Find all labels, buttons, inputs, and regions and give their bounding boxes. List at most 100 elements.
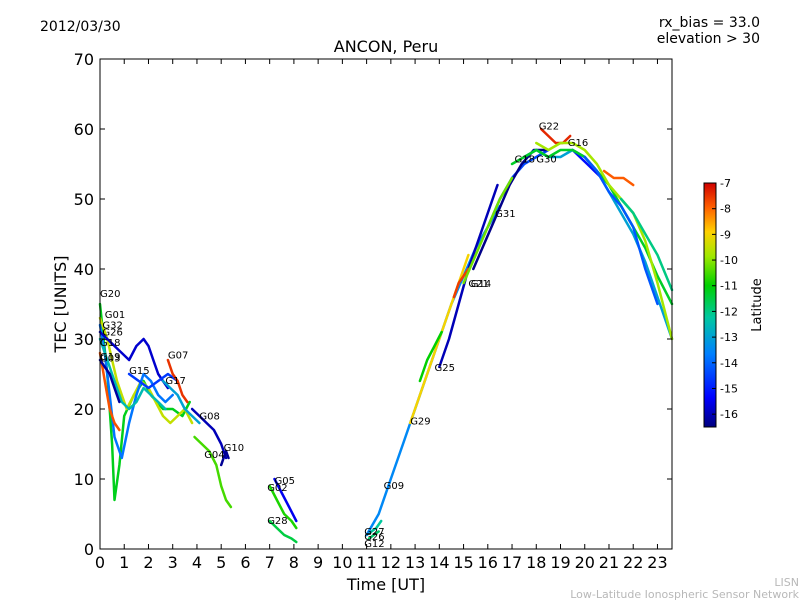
y-tick-label: 60 — [74, 120, 94, 139]
series-g21 — [452, 267, 470, 299]
x-tick-label: 6 — [240, 553, 250, 572]
series-g10 — [219, 449, 230, 467]
colorbar-tick-label: -10 — [720, 254, 738, 267]
prn-label-g14: G14 — [471, 279, 491, 290]
elevation-label: elevation > 30 — [657, 31, 760, 47]
series-g08 — [190, 407, 228, 460]
prn-label-g26: G26 — [102, 328, 122, 339]
x-axis-label: Time [UT] — [346, 575, 425, 594]
colorbar-ticks: -7 -8 -9 -10 -11 -12 -13 -14 -15 -16 — [712, 177, 738, 421]
prn-label-g16: G16 — [568, 138, 588, 149]
series-g12 — [367, 530, 380, 540]
prn-label-g31: G31 — [495, 209, 515, 220]
prn-label-g29: G29 — [410, 416, 430, 427]
series-g26 — [98, 330, 170, 390]
x-tick-label: 11 — [356, 553, 376, 572]
prn-label-g32: G32 — [102, 321, 122, 332]
series-g05 — [273, 477, 298, 523]
prn-label-g18: G18 — [100, 338, 120, 349]
prn-label-g10: G10 — [224, 443, 244, 454]
prn-label-g21: G21 — [468, 279, 488, 290]
prn-label-g04: G04 — [204, 450, 224, 461]
series-g03 — [98, 358, 121, 404]
y-tick-label: 0 — [84, 540, 94, 559]
series-g07 — [166, 358, 189, 404]
colorbar-tick-label: -9 — [720, 228, 731, 241]
prn-label-g05: G05 — [275, 476, 295, 487]
x-tick-label: 23 — [647, 553, 667, 572]
x-tick-label: 12 — [381, 553, 401, 572]
x-tick-label: 3 — [168, 553, 178, 572]
prn-label-g20: G20 — [100, 289, 120, 300]
y-tick-label: 10 — [74, 470, 94, 489]
x-tick-label: 10 — [332, 553, 352, 572]
series-g25 — [438, 183, 499, 369]
prn-label-g25: G25 — [435, 363, 455, 374]
colorbar-tick-label: -13 — [720, 331, 738, 344]
chart-title: ANCON, Peru — [334, 37, 438, 56]
x-tick-label: 5 — [216, 553, 226, 572]
series-g23 — [583, 155, 659, 306]
series-g11 — [535, 141, 674, 341]
prn-label-g07: G07 — [168, 351, 188, 362]
date-label: 2012/03/30 — [40, 19, 121, 35]
x-tick-label: 21 — [599, 553, 619, 572]
footer-lisn: LISN — [774, 576, 799, 589]
x-tick-label: 17 — [502, 553, 522, 572]
y-tick-label: 20 — [74, 400, 94, 419]
x-axis: 0 1 2 3 4 5 6 7 8 9 10 11 12 13 14 15 16 17 18 19 20 21 22 23 — [95, 59, 668, 572]
y-axis: 0 10 20 30 40 50 60 70 — [74, 50, 672, 559]
x-tick-label: 16 — [478, 553, 498, 572]
colorbar-tick-label: -7 — [720, 177, 731, 190]
series-g14 — [462, 176, 514, 285]
series-g10b — [472, 148, 548, 271]
y-axis-label: TEC [UNITS] — [51, 256, 70, 354]
series-g15 — [127, 372, 179, 390]
x-tick-label: 8 — [289, 553, 299, 572]
series-g02 — [268, 484, 298, 530]
prn-label-g27: G27 — [364, 527, 384, 538]
prn-label-g28: G28 — [267, 516, 287, 527]
y-tick-label: 70 — [74, 50, 94, 69]
x-tick-label: 9 — [313, 553, 323, 572]
rx-bias-label: rx_bias = 33.0 — [659, 15, 760, 31]
x-tick-label: 20 — [575, 553, 595, 572]
x-tick-label: 22 — [623, 553, 643, 572]
x-tick-label: 0 — [95, 553, 105, 572]
prn-label-g02: G02 — [267, 483, 287, 494]
series-g30 — [522, 148, 674, 341]
series-g06 — [510, 148, 674, 306]
x-tick-label: 7 — [265, 553, 275, 572]
prn-label-g30: G30 — [536, 155, 556, 166]
x-tick-label: 19 — [550, 553, 570, 572]
series-g32 — [98, 323, 174, 460]
colorbar-tick-label: -11 — [720, 280, 738, 293]
y-tick-label: 30 — [74, 330, 94, 349]
prn-label-g03: G03 — [100, 353, 120, 364]
x-tick-label: 2 — [143, 553, 153, 572]
prn-label-g18: G18 — [515, 155, 535, 166]
colorbar-tick-label: -8 — [720, 203, 731, 216]
prn-label-g17: G17 — [165, 376, 185, 387]
series-g24 — [602, 169, 635, 187]
x-tick-label: 18 — [526, 553, 546, 572]
x-tick-label: 15 — [453, 553, 473, 572]
prn-label-g12: G12 — [364, 539, 384, 550]
series-g17 — [161, 379, 201, 425]
prn-labels: G20G01G32G26G18G19G03G15G07G17G08G04G10G… — [100, 122, 588, 550]
colorbar-tick-label: -12 — [720, 305, 738, 318]
colorbar-tick-label: -14 — [720, 357, 738, 370]
series-g19 — [98, 351, 121, 432]
series-layer — [98, 127, 674, 544]
series-g22 — [539, 127, 572, 145]
prn-label-g22: G22 — [539, 122, 559, 133]
colorbar-tick-label: -16 — [720, 408, 738, 421]
colorbar — [703, 182, 717, 428]
footer-network: Low-Latitude Ionospheric Sensor Network — [570, 588, 799, 600]
colorbar-tick-label: -15 — [720, 382, 738, 395]
colorbar-label: Latitude — [750, 278, 765, 332]
prn-label-g01: G01 — [105, 310, 125, 321]
x-tick-label: 1 — [119, 553, 129, 572]
series-g19b — [619, 197, 674, 292]
